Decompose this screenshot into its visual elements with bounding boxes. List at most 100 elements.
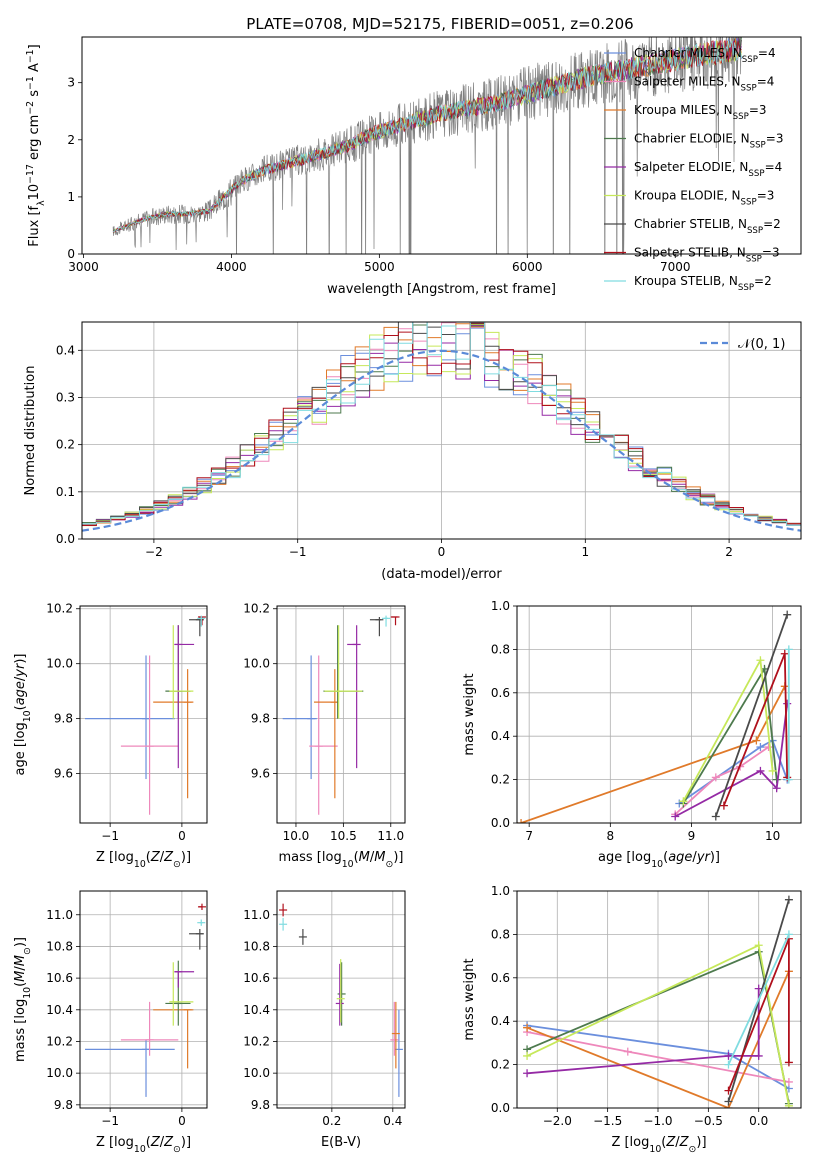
y-tick-label: 10.2 xyxy=(46,602,73,616)
errorbar-kroupa_elodie xyxy=(169,962,194,1026)
y-axis-label: mass weight xyxy=(462,673,477,755)
y-tick-label: 10.2 xyxy=(46,1034,73,1048)
plot-area xyxy=(517,610,793,823)
x-tick-label: −0.5 xyxy=(694,1114,723,1128)
x-tick-label: −1 xyxy=(289,545,307,559)
legend-label-chabrier_elodie: Chabrier ELODIE, NSSP=3 xyxy=(634,132,783,151)
errorbar-chabrier_stelib xyxy=(369,616,384,637)
y-tick-label: 9.6 xyxy=(251,767,270,781)
x-axis-label: E(B-V) xyxy=(321,1135,361,1150)
figure-title: PLATE=0708, MJD=52175, FIBERID=0051, z=0… xyxy=(246,15,633,33)
y-tick-label: 0.0 xyxy=(491,816,510,830)
series-marker xyxy=(523,1051,532,1060)
series-line xyxy=(526,970,790,1108)
y-tick-label: 0.0 xyxy=(491,1101,510,1115)
y-axis-label: mass weight xyxy=(462,958,477,1040)
x-tick-label: 8 xyxy=(606,829,614,843)
y-tick-label: 0.3 xyxy=(56,390,75,404)
y-tick-label: 0.6 xyxy=(491,971,510,985)
series-marker xyxy=(679,797,688,806)
x-tick-label: 11.0 xyxy=(377,829,404,843)
age-vs-metallicity-panel: −1 0 9.6 9.8 10.0 10.2 Z [log10(Z/Z⊙)] age [log… xyxy=(13,602,208,870)
errorbar-kroupa_stelib xyxy=(279,917,288,931)
age-vs-mass-panel: 10.0 10.5 11.0 9.6 9.8 10.0 10.2 mass [log10(M/… xyxy=(243,602,406,870)
y-tick-label: 9.8 xyxy=(54,712,73,726)
y-axis-label: mass [log10(M/M⊙)] xyxy=(13,937,33,1062)
errorbar-chabrier_elodie xyxy=(165,960,191,1026)
legend-label-kroupa_elodie: Kroupa ELODIE, NSSP=3 xyxy=(634,189,774,208)
x-tick-label: 7 xyxy=(525,829,533,843)
errorbar-chabrier_elodie xyxy=(337,962,346,1026)
series-marker xyxy=(711,812,720,821)
x-tick-label: 9 xyxy=(688,829,696,843)
y-tick-label: 0.0 xyxy=(56,532,75,546)
x-tick-label: 0 xyxy=(438,545,446,559)
x-axis-label: mass [log10(M/M⊙)] xyxy=(279,850,404,870)
series-salpeter_miles xyxy=(671,743,773,819)
plot-area xyxy=(85,903,206,1097)
series-kroupa_stelib xyxy=(784,645,793,784)
series-marker xyxy=(724,1060,733,1069)
residuals-panel: −2 −1 0 1 2 0.0 0.1 0.2 0.3 0.4 𝒩(0, 1) (data-model… xyxy=(23,321,802,582)
legend-label-salpeter_stelib: Salpeter STELIB, NSSP=3 xyxy=(634,246,780,265)
x-axis-label: wavelength [Angstrom, rest frame] xyxy=(327,282,556,297)
x-tick-label: 10 xyxy=(765,829,780,843)
y-tick-label: 10.2 xyxy=(243,1034,270,1048)
errorbar-kroupa_miles xyxy=(391,1001,400,1069)
y-tick-label: 1 xyxy=(67,190,75,204)
y-tick-label: 11.0 xyxy=(243,908,270,922)
x-tick-label: 1 xyxy=(581,545,589,559)
y-tick-label: 0.8 xyxy=(491,927,510,941)
series-line xyxy=(674,703,789,818)
errorbar-kroupa_elodie xyxy=(336,959,345,1023)
legend-label-salpeter_elodie: Salpeter ELODIE, NSSP=4 xyxy=(634,160,782,179)
y-tick-label: 10.0 xyxy=(46,1066,73,1080)
series-marker xyxy=(724,1051,733,1060)
x-tick-label: −1.0 xyxy=(643,1114,672,1128)
series-marker xyxy=(719,801,728,810)
series-marker xyxy=(756,743,765,752)
axes-frame xyxy=(276,605,406,824)
x-tick-label: 4000 xyxy=(216,260,247,274)
x-tick-label: 0.4 xyxy=(383,1114,402,1128)
y-axis-label: age [log10(age/yr)] xyxy=(13,653,33,775)
series-marker xyxy=(623,1047,632,1056)
legend-label-salpeter_miles: Salpeter MILES, NSSP=4 xyxy=(634,75,774,94)
errorbar-salpeter_stelib xyxy=(197,903,206,911)
errorbar-chabrier_stelib xyxy=(298,929,307,945)
y-tick-label: 1.0 xyxy=(491,599,510,613)
series-marker xyxy=(784,775,793,784)
y-tick-label: 10.6 xyxy=(46,971,73,985)
x-tick-label: 0.2 xyxy=(322,1114,341,1128)
series-marker xyxy=(517,819,526,823)
errorbar-salpeter_stelib xyxy=(390,616,400,626)
legend-label-kroupa_stelib: Kroupa STELIB, NSSP=2 xyxy=(634,274,772,293)
errorbar-salpeter_miles xyxy=(120,1001,179,1056)
y-tick-label: 2 xyxy=(67,133,75,147)
x-axis-label: Z [log10(Z/Z⊙)] xyxy=(96,850,191,870)
plot-area xyxy=(85,615,206,815)
normal-curve-line xyxy=(82,349,801,532)
series-chabrier_stelib xyxy=(711,610,792,821)
histogram-step-kroupa_elodie xyxy=(82,324,801,527)
series-marker xyxy=(671,812,680,821)
observed-spectrum-line xyxy=(112,37,742,254)
series-line xyxy=(527,988,760,1075)
y-tick-label: 0.8 xyxy=(491,642,510,656)
y-tick-label: 0.2 xyxy=(56,438,75,452)
series-marker xyxy=(523,1023,532,1032)
series-kroupa_elodie xyxy=(523,941,793,1108)
spectrum-legend: Chabrier MILES, NSSP=4 Salpeter MILES, NS… xyxy=(604,46,783,293)
y-tick-label: 0.1 xyxy=(56,485,75,499)
series-marker xyxy=(783,699,792,708)
series-kroupa_elodie xyxy=(679,656,777,806)
mass-weight-vs-metallicity-panel: −2.0 −1.5 −1.0 −0.5 0.0 0.0 0.2 0.4 0.6 0.8 1.0 Z [… xyxy=(462,884,802,1155)
spectrum-panel: 3000 4000 5000 6000 7000 0 1 2 3 wavelength [Angs… xyxy=(25,36,802,297)
series-salpeter_stelib xyxy=(719,649,792,810)
y-tick-label: 10.8 xyxy=(243,939,270,953)
errorbar-kroupa_stelib xyxy=(197,919,206,926)
series-marker xyxy=(711,773,720,782)
x-tick-label: 10.0 xyxy=(283,829,310,843)
y-tick-label: 0.4 xyxy=(491,729,510,743)
series-marker xyxy=(768,766,777,775)
